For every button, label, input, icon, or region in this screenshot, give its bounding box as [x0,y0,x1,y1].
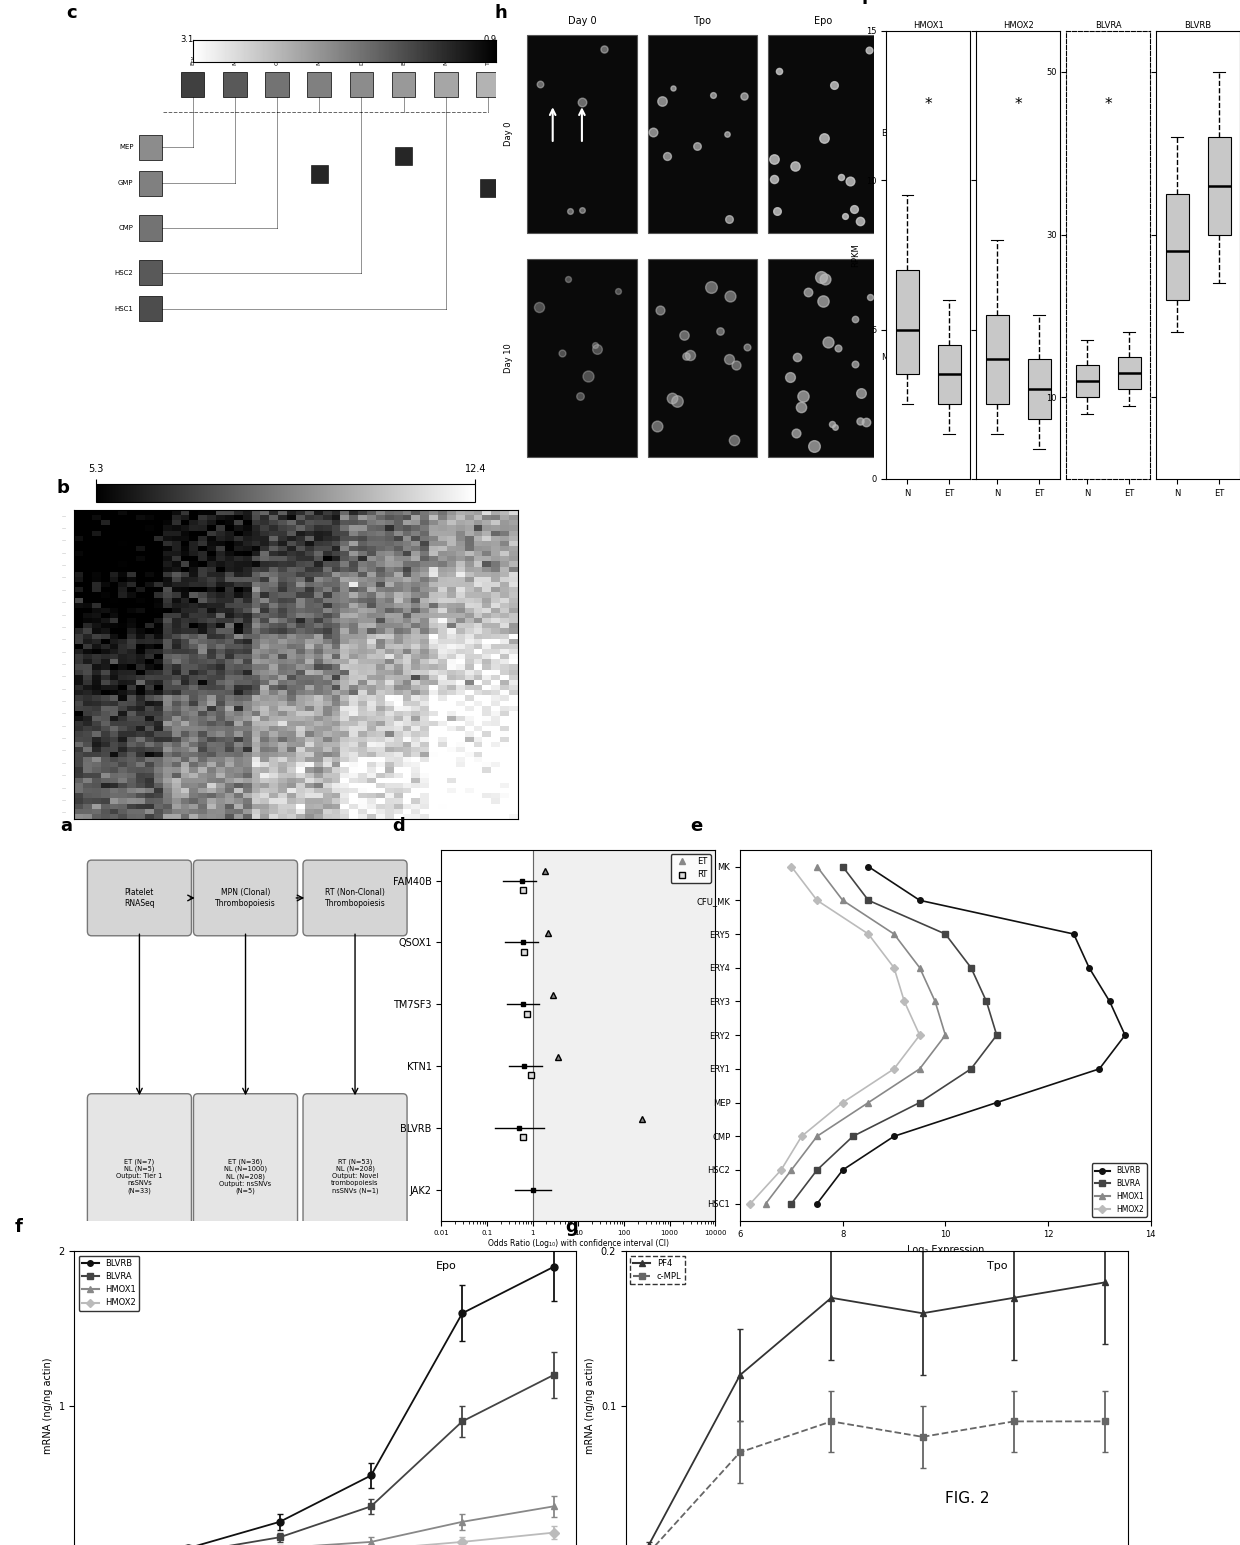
BLVRB [836,1160,851,1179]
BLVRB [1092,1060,1107,1078]
Text: Platelet
RNASeq: Platelet RNASeq [124,888,155,907]
Text: g: g [565,1217,579,1236]
BLVRA [937,925,952,944]
HMOX2 [836,1094,851,1112]
HMOX2 [913,1026,928,1044]
Bar [350,73,373,97]
Text: —: — [62,725,66,728]
BLVRA [990,1026,1004,1044]
BLVRA [784,1194,799,1213]
FancyBboxPatch shape [768,36,878,232]
Text: —: — [62,700,66,703]
Text: TCell: TCell [486,49,491,65]
HMOX1 [928,992,942,1010]
FancyBboxPatch shape [87,1094,191,1258]
Bar [223,73,247,97]
BLVRB [1117,1026,1132,1044]
HMOX2 [887,1060,901,1078]
Text: *: * [1105,96,1112,111]
Text: RT (Non-Clonal)
Thrombopoiesis: RT (Non-Clonal) Thrombopoiesis [325,888,386,907]
FancyBboxPatch shape [87,861,191,936]
Bar [139,215,162,241]
Legend: PF4, c-MPL: PF4, c-MPL [630,1256,684,1284]
Text: *: * [925,96,932,111]
BLVRB [1066,925,1081,944]
Text: Day 0: Day 0 [503,122,512,147]
Text: —: — [62,737,66,740]
Text: FIG. 2: FIG. 2 [945,1491,990,1506]
Y-axis label: mRNA (ng/ng actin): mRNA (ng/ng actin) [585,1358,595,1454]
PathPatch shape [1075,365,1099,397]
PathPatch shape [986,315,1009,405]
HMOX1 [861,1094,875,1112]
Text: HSC1: HSC1 [114,306,134,312]
Text: —: — [62,762,66,765]
Text: b: b [57,479,69,497]
HMOX1 [913,958,928,976]
BLVRB [810,1194,825,1213]
Text: —: — [62,589,66,592]
Line: BLVRB: BLVRB [815,864,1128,1207]
Text: MPN (Clonal)
Thrombopoiesis: MPN (Clonal) Thrombopoiesis [216,888,275,907]
FancyBboxPatch shape [647,260,758,457]
PathPatch shape [1208,138,1230,235]
Text: —: — [62,539,66,542]
Text: —: — [62,514,66,518]
Text: i: i [862,0,867,8]
PathPatch shape [895,270,919,374]
Text: Day 0: Day 0 [568,17,596,26]
Text: —: — [62,688,66,691]
FancyBboxPatch shape [303,1094,407,1258]
BLVRB [861,857,875,876]
Text: f: f [14,1217,22,1236]
Text: RT (N=53)
NL (N=208)
Output: Novel
trombopoiesis
nsSNVs (N=1): RT (N=53) NL (N=208) Output: Novel tromb… [331,1159,378,1194]
HMOX1 [810,1126,825,1145]
PathPatch shape [1166,193,1189,300]
X-axis label: Log₂ Expression: Log₂ Expression [906,1245,985,1255]
BLVRB [887,1126,901,1145]
Text: a: a [61,817,73,834]
Bar [265,73,289,97]
BLVRA [980,992,994,1010]
HMOX1 [784,1160,799,1179]
Text: —: — [62,799,66,802]
HMOX1 [887,925,901,944]
Bar [308,73,331,97]
BLVRA [836,857,851,876]
Text: Mono: Mono [316,48,321,65]
BLVRA [861,891,875,910]
Text: ET (N=36)
NL (N=1000)
NL (N=208)
Output: nsSNVs
(N=5): ET (N=36) NL (N=1000) NL (N=208) Output:… [219,1159,272,1194]
Text: —: — [62,638,66,641]
FancyBboxPatch shape [303,861,407,936]
Bar [181,73,205,97]
Bar [533,850,715,1221]
Text: Day 10: Day 10 [503,343,512,372]
Y-axis label: mRNA (ng/ng actin): mRNA (ng/ng actin) [43,1358,53,1454]
HMOX2 [743,1194,758,1213]
Y-axis label: RPKM: RPKM [852,243,861,267]
FancyBboxPatch shape [193,861,298,936]
Bar [480,179,496,196]
Text: *: * [1014,96,1022,111]
Text: DC: DC [358,56,363,65]
Bar [434,73,458,97]
Text: CMP: CMP [119,226,134,232]
Bar [476,73,500,97]
Bar [311,165,327,184]
Text: —: — [62,601,66,604]
Text: Mega: Mega [232,48,237,65]
Text: c: c [66,5,77,22]
Text: Epo: Epo [435,1261,456,1270]
Text: —: — [62,811,66,814]
FancyBboxPatch shape [768,260,878,457]
Bar [139,260,162,286]
Bar [139,134,162,161]
X-axis label: Odds Ratio (Log₁₀) with confidence interval (CI): Odds Ratio (Log₁₀) with confidence inter… [487,1239,668,1248]
Line: HMOX1: HMOX1 [763,864,949,1207]
PathPatch shape [937,345,961,405]
BLVRA [913,1094,928,1112]
BLVRA [846,1126,861,1145]
FancyBboxPatch shape [527,260,636,457]
Bar [139,170,162,196]
Text: Merge: Merge [882,354,908,363]
